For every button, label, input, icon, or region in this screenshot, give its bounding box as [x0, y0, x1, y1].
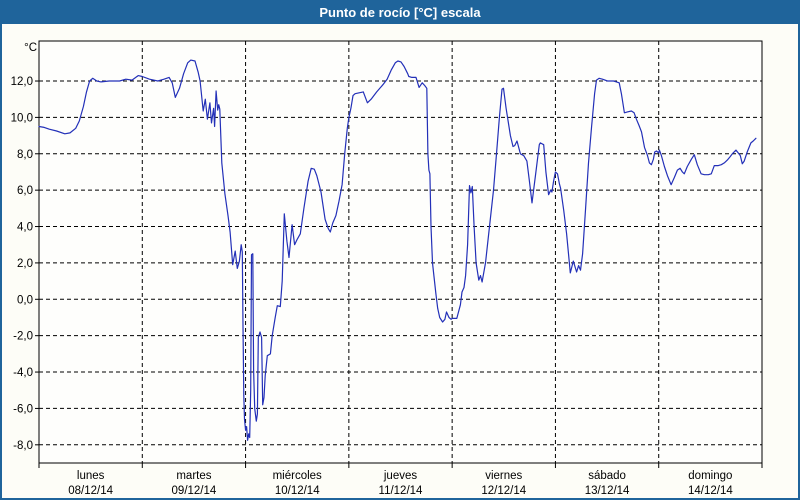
- y-tick-label: -2,0: [13, 331, 33, 343]
- y-tick-label: 4,0: [17, 222, 33, 234]
- y-tick-label: 0,0: [17, 294, 33, 306]
- day-date-label: 09/12/14: [172, 485, 217, 497]
- day-date-label: 10/12/14: [275, 485, 320, 497]
- day-name-label: martes: [176, 470, 211, 482]
- day-date-label: 08/12/14: [68, 485, 113, 497]
- day-name-label: viernes: [485, 470, 522, 482]
- day-date-label: 12/12/14: [481, 485, 526, 497]
- plot-border: [38, 40, 763, 464]
- y-tick-label: -6,0: [13, 403, 33, 415]
- day-name-label: jueves: [383, 470, 417, 482]
- day-name-label: miércoles: [273, 470, 322, 482]
- dew-point-series-line: [38, 59, 757, 441]
- y-unit-label: °C: [24, 42, 37, 54]
- plot-area: [39, 41, 762, 463]
- y-tick-label: -8,0: [13, 440, 33, 452]
- y-tick-label: -4,0: [13, 367, 33, 379]
- y-tick-label: 8,0: [17, 149, 33, 161]
- day-name-label: sábado: [588, 470, 626, 482]
- window-title-bar: Punto de rocío [°C] escala: [2, 2, 798, 24]
- window-title: Punto de rocío [°C] escala: [319, 5, 481, 20]
- day-name-label: lunes: [77, 470, 105, 482]
- y-tick-label: 12,0: [11, 76, 33, 88]
- day-date-label: 11/12/14: [379, 485, 424, 497]
- day-date-label: 13/12/14: [585, 485, 630, 497]
- y-tick-label: 10,0: [11, 112, 33, 124]
- y-tick-label: 2,0: [17, 258, 33, 270]
- day-date-label: 14/12/14: [688, 485, 733, 497]
- dew-point-line-chart: 12,0 10,0 8,0 6,0 4,0 2,0 0,0 -2,0 -4,0 -6,0 -8,0 l…: [11, 40, 763, 497]
- y-tick-label: 6,0: [17, 185, 33, 197]
- day-name-label: domingo: [688, 470, 732, 482]
